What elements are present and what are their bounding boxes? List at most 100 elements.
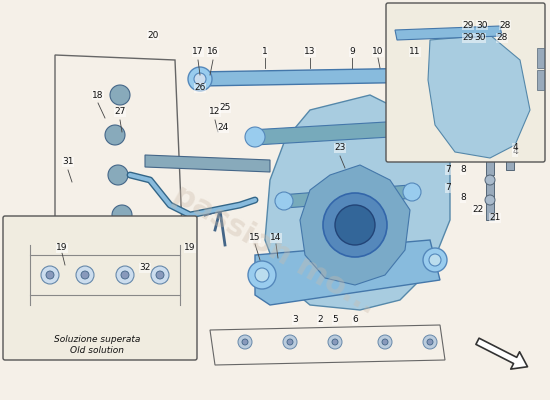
Circle shape [283,335,297,349]
Text: 4: 4 [512,148,518,156]
Polygon shape [145,155,270,172]
Polygon shape [486,155,494,175]
Circle shape [112,205,132,225]
Text: passion mo...: passion mo... [168,180,382,320]
Text: 2: 2 [317,316,323,324]
Circle shape [248,261,276,289]
Circle shape [76,266,94,284]
Text: 1: 1 [262,48,268,56]
Circle shape [427,339,433,345]
Circle shape [46,271,54,279]
Polygon shape [506,150,514,170]
Circle shape [485,195,495,205]
Text: 17: 17 [192,48,204,56]
Circle shape [41,266,59,284]
Text: 26: 26 [194,84,206,92]
Circle shape [429,254,441,266]
Text: 32: 32 [139,264,151,272]
Circle shape [255,268,269,282]
Polygon shape [250,120,425,145]
Circle shape [382,339,388,345]
Text: 30: 30 [474,34,486,42]
Polygon shape [265,95,450,310]
Text: 3: 3 [292,316,298,324]
Circle shape [505,145,515,155]
Text: 19: 19 [56,244,68,252]
Circle shape [275,192,293,210]
FancyBboxPatch shape [3,216,197,360]
Circle shape [403,183,421,201]
Text: 18: 18 [92,90,104,100]
Circle shape [151,266,169,284]
Circle shape [418,70,432,84]
Text: 30: 30 [476,20,488,30]
Text: 22: 22 [472,206,483,214]
Circle shape [110,85,130,105]
Text: 13: 13 [304,48,316,56]
Text: 28: 28 [499,20,511,30]
Circle shape [81,271,89,279]
Circle shape [378,335,392,349]
FancyArrowPatch shape [476,338,527,369]
Circle shape [408,117,428,137]
Text: 11: 11 [409,48,421,56]
Text: 8: 8 [460,194,466,202]
Text: 23: 23 [334,144,346,152]
Polygon shape [395,26,502,40]
Text: 29: 29 [463,34,474,42]
Text: 4: 4 [512,144,518,152]
Text: 28: 28 [496,34,508,42]
Circle shape [121,271,129,279]
Text: 8: 8 [460,166,466,174]
Circle shape [245,127,265,147]
Text: 25: 25 [219,104,230,112]
Text: 9: 9 [349,48,355,56]
Text: 24: 24 [217,124,229,132]
Circle shape [108,165,128,185]
Text: Soluzione superata: Soluzione superata [54,335,140,344]
Text: 31: 31 [62,158,74,166]
Polygon shape [280,185,415,208]
Bar [537,70,544,90]
Text: 20: 20 [147,30,159,40]
Circle shape [411,63,439,91]
Circle shape [332,339,338,345]
Polygon shape [428,35,530,158]
Text: 7: 7 [445,166,451,174]
Text: 27: 27 [114,108,126,116]
Polygon shape [486,200,494,220]
Text: 29: 29 [463,20,474,30]
Text: 16: 16 [207,48,219,56]
Circle shape [335,205,375,245]
Polygon shape [486,180,494,200]
Polygon shape [300,165,410,285]
Text: 5: 5 [332,316,338,324]
Circle shape [242,339,248,345]
Circle shape [423,248,447,272]
Circle shape [238,335,252,349]
Text: 21: 21 [490,214,500,222]
Text: 19: 19 [184,244,196,252]
Polygon shape [255,240,440,305]
Text: 6: 6 [352,316,358,324]
Circle shape [287,339,293,345]
Bar [537,48,544,68]
FancyBboxPatch shape [386,3,545,162]
Circle shape [105,125,125,145]
Circle shape [194,73,206,85]
Circle shape [423,335,437,349]
Circle shape [116,266,134,284]
Circle shape [485,175,495,185]
Circle shape [188,67,212,91]
Circle shape [328,335,342,349]
Text: 12: 12 [210,108,221,116]
Circle shape [323,193,387,257]
Text: Old solution: Old solution [70,346,124,355]
Text: 10: 10 [372,48,384,56]
Circle shape [156,271,164,279]
Text: 14: 14 [270,234,282,242]
Polygon shape [195,68,435,86]
Text: 7: 7 [445,184,451,192]
Text: 15: 15 [249,234,261,242]
Circle shape [485,150,495,160]
